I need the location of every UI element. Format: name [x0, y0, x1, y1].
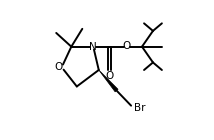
Text: O: O	[123, 41, 131, 51]
Text: Br: Br	[134, 103, 146, 113]
Text: O: O	[54, 62, 62, 72]
Text: O: O	[106, 71, 114, 81]
Text: N: N	[89, 42, 97, 52]
Polygon shape	[99, 70, 118, 92]
